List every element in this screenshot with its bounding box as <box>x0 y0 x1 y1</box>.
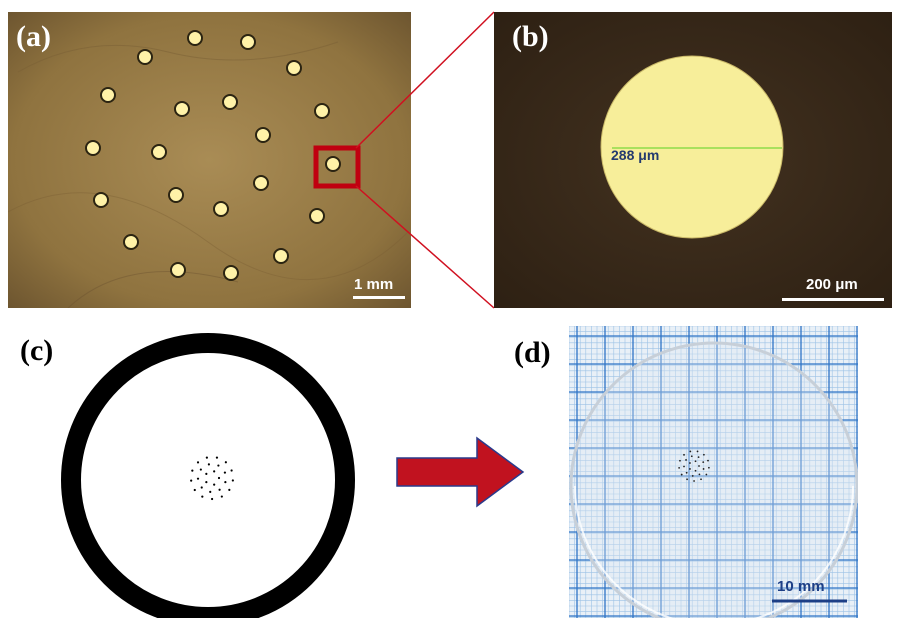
design-dot <box>218 488 221 491</box>
design-dot <box>201 495 204 498</box>
photo-dot <box>707 466 710 469</box>
design-dot <box>210 497 214 501</box>
design-drawing <box>61 333 355 618</box>
design-dot <box>207 463 210 466</box>
hole <box>253 175 269 191</box>
hole <box>151 144 167 160</box>
photo-dot <box>686 478 688 481</box>
hole <box>170 262 186 278</box>
photo-dot <box>691 475 694 477</box>
panel-b-zoomed-hole: (b) 288 μm 200 μm <box>494 12 892 308</box>
photo-dot <box>698 473 701 476</box>
photo-dot <box>689 462 691 464</box>
photo-dot <box>678 466 681 469</box>
scale-label-d: 10 mm <box>777 578 825 595</box>
design-dot <box>220 495 223 498</box>
photo-dot <box>697 456 700 459</box>
photo-dot <box>685 471 688 474</box>
hole <box>325 156 341 172</box>
design-dot <box>224 461 227 464</box>
design-dot <box>191 469 194 472</box>
panel-label-a: (a) <box>16 20 51 53</box>
hole <box>314 103 330 119</box>
scale-label-a: 1 mm <box>354 276 394 293</box>
hole <box>187 30 203 46</box>
scale-bar-b <box>782 298 884 301</box>
photo-dot <box>683 465 685 468</box>
hole <box>255 127 271 143</box>
hole <box>168 187 184 203</box>
design-dot <box>199 468 202 471</box>
photo-dot <box>689 450 692 453</box>
design-dot <box>193 488 196 492</box>
photo-dot <box>703 453 705 456</box>
hole <box>85 140 101 156</box>
design-dot <box>228 488 231 491</box>
hole <box>286 60 302 76</box>
design-dot <box>230 469 233 472</box>
photo-on-grid-paper <box>569 326 858 618</box>
photo-dot <box>679 459 681 462</box>
substrate-ring <box>61 333 355 618</box>
panel-c-design: (c) <box>0 318 380 618</box>
glass-disk <box>569 341 858 618</box>
hole <box>309 208 325 224</box>
design-dot <box>213 470 216 473</box>
design-dot <box>209 490 212 493</box>
hole <box>273 248 289 264</box>
design-dot <box>196 477 200 480</box>
design-dot <box>215 456 219 459</box>
arrow-right-icon <box>396 436 525 508</box>
hole <box>93 192 109 208</box>
hole <box>100 87 116 103</box>
photo-dot <box>693 480 695 482</box>
hole-disk <box>600 55 784 239</box>
photo-dot <box>702 468 705 470</box>
design-dot <box>217 464 220 467</box>
design-dot <box>190 479 193 482</box>
photo-dot <box>696 450 699 453</box>
design-dot <box>231 479 234 482</box>
panel-a-micrograph: (a) 1 mm <box>8 12 411 308</box>
hole <box>240 34 256 50</box>
design-dot <box>223 471 227 474</box>
design-dot <box>205 456 208 459</box>
panel-label-c: (c) <box>20 334 54 367</box>
photo-dot <box>690 455 693 458</box>
hole <box>123 234 139 250</box>
design-dot <box>205 472 208 475</box>
hole <box>174 101 190 117</box>
photo-dot <box>685 459 687 461</box>
hole <box>137 49 153 65</box>
photo-dot <box>700 478 702 481</box>
design-dot <box>217 476 221 480</box>
design-dot <box>205 481 208 484</box>
photo-dot <box>683 453 685 456</box>
hole <box>222 94 238 110</box>
photo-dot <box>707 459 709 462</box>
photo-dot <box>689 468 691 470</box>
photo-dot <box>702 461 705 464</box>
photo-dot <box>694 460 697 463</box>
zoom-box <box>313 145 361 189</box>
design-dot <box>224 481 227 484</box>
scale-bar-a <box>353 296 405 299</box>
panel-label-d: (d) <box>514 336 551 369</box>
design-dot <box>200 486 203 489</box>
scale-label-b: 200 μm <box>806 276 858 293</box>
zoomed-hole-image <box>494 12 892 308</box>
hole-array-micrograph <box>8 12 411 308</box>
design-dot <box>213 483 216 486</box>
photo-dot <box>705 473 708 476</box>
photo-dot <box>680 473 683 476</box>
hole <box>223 265 239 281</box>
photo-dot <box>694 469 697 472</box>
photo-dot <box>698 465 700 467</box>
panel-label-b: (b) <box>512 20 549 53</box>
hole <box>213 201 229 217</box>
diameter-label: 288 μm <box>611 147 660 163</box>
panel-d-photo: 10 mm <box>569 326 858 618</box>
design-dot <box>196 461 200 464</box>
